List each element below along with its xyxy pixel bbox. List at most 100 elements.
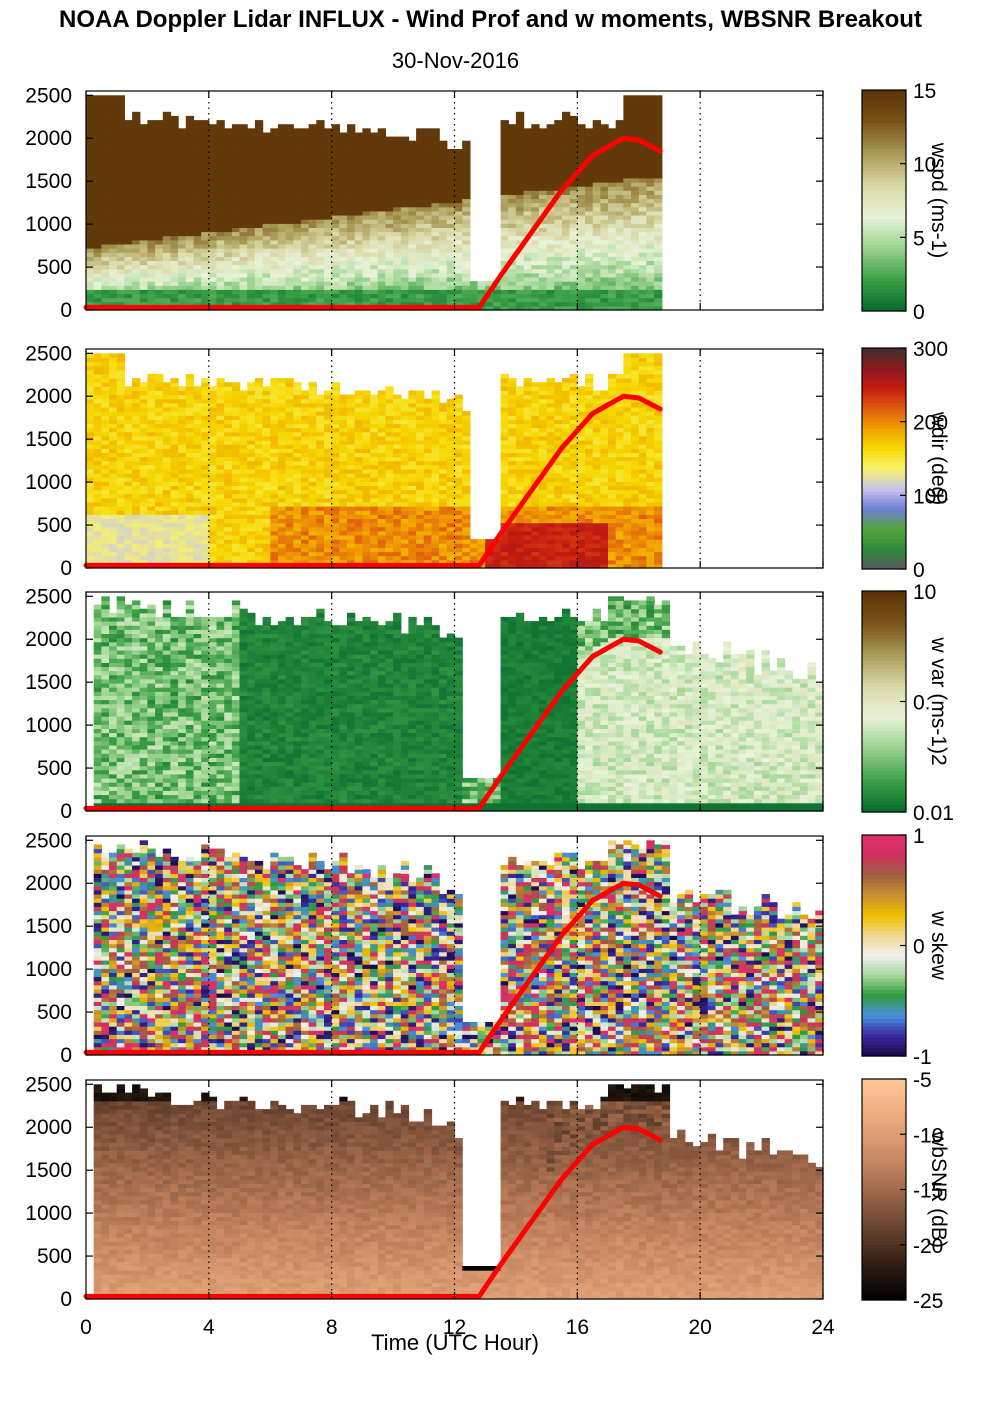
heatmap-cell (331, 497, 340, 503)
heatmap-cell (224, 293, 233, 299)
heatmap-cell (262, 136, 271, 142)
heatmap-cell (339, 289, 348, 295)
heatmap-cell (178, 293, 187, 299)
heatmap-cell (308, 382, 317, 387)
heatmap-cell (277, 186, 287, 191)
heatmap-cell (224, 510, 233, 515)
heatmap-cell (546, 132, 555, 138)
heatmap-cell (508, 281, 517, 286)
heatmap-cell (86, 535, 95, 540)
heatmap-cell (132, 206, 141, 212)
heatmap-cell (116, 493, 125, 499)
heatmap-cell (86, 468, 95, 474)
heatmap-cell (216, 285, 225, 290)
heatmap-cell (239, 559, 248, 565)
heatmap-cell (277, 485, 287, 491)
heatmap-cell (423, 223, 433, 228)
heatmap-cell (231, 485, 241, 491)
heatmap-cell (216, 382, 225, 387)
heatmap-cell (224, 301, 233, 307)
heatmap-cell (523, 149, 532, 154)
heatmap-cell (208, 464, 218, 470)
heatmap-cell (139, 522, 148, 528)
heatmap-cell (439, 194, 448, 200)
heatmap-cell (293, 501, 302, 507)
heatmap-cell (124, 124, 133, 129)
heatmap-cell (193, 268, 202, 274)
heatmap-cell (208, 460, 218, 466)
heatmap-cell (155, 468, 164, 474)
heatmap-cell (262, 506, 271, 511)
heatmap-cell (316, 182, 325, 187)
heatmap-cell (646, 268, 655, 274)
heatmap-cell (208, 157, 218, 162)
heatmap-cell (132, 555, 141, 561)
heatmap-cell (301, 235, 310, 241)
heatmap-cell (285, 173, 294, 179)
heatmap-cell (585, 173, 594, 179)
heatmap-cell (155, 427, 164, 433)
heatmap-cell (147, 243, 156, 249)
heatmap-cell (400, 272, 410, 278)
heatmap-cell (531, 235, 540, 241)
heatmap-cell (423, 169, 433, 175)
heatmap-cell (201, 456, 210, 462)
heatmap-cell (139, 264, 148, 270)
heatmap-cell (531, 157, 540, 162)
heatmap-cell (654, 107, 663, 113)
heatmap-cell (592, 210, 601, 216)
heatmap-cell (308, 277, 317, 282)
colorbar-segment (862, 160, 906, 165)
heatmap-cell (132, 543, 141, 548)
heatmap-cell (201, 427, 210, 433)
heatmap-cell (155, 386, 164, 391)
heatmap-cell (339, 149, 348, 154)
heatmap-cell (270, 260, 279, 266)
heatmap-cell (423, 198, 433, 204)
heatmap-cell (109, 153, 118, 158)
heatmap-cell (339, 210, 348, 216)
heatmap-cell (546, 289, 555, 295)
heatmap-cell (301, 153, 310, 158)
heatmap-cell (277, 407, 287, 412)
heatmap-cell (193, 128, 202, 133)
heatmap-cell (132, 281, 141, 286)
heatmap-cell (646, 194, 655, 200)
heatmap-cell (354, 555, 363, 561)
heatmap-cell (339, 136, 348, 142)
heatmap-cell (592, 285, 601, 290)
heatmap-cell (301, 194, 310, 200)
heatmap-cell (124, 268, 133, 274)
heatmap-cell (431, 260, 440, 266)
heatmap-cell (224, 477, 233, 482)
heatmap-cell (654, 120, 663, 125)
heatmap-cell (608, 243, 617, 249)
heatmap-cell (254, 169, 264, 175)
heatmap-cell (247, 157, 256, 162)
heatmap-cell (631, 120, 640, 125)
heatmap-cell (370, 239, 379, 245)
heatmap-cell (400, 149, 410, 154)
heatmap-cell (155, 526, 164, 532)
heatmap-cell (293, 481, 302, 486)
heatmap-cell (155, 301, 164, 307)
heatmap-cell (155, 444, 164, 449)
heatmap-cell (538, 260, 548, 266)
heatmap-cell (477, 281, 486, 286)
heatmap-cell (170, 419, 179, 425)
heatmap-cell (185, 210, 195, 216)
heatmap-cell (139, 215, 148, 220)
heatmap-cell (201, 526, 210, 532)
heatmap-cell (132, 468, 141, 474)
heatmap-cell (585, 215, 594, 220)
heatmap-cell (93, 99, 102, 105)
heatmap-cell (523, 264, 532, 270)
heatmap-cell (224, 539, 233, 544)
heatmap-cell (132, 186, 141, 191)
heatmap-cell (462, 165, 471, 171)
heatmap-cell (132, 301, 141, 307)
heatmap-cell (101, 289, 110, 295)
heatmap-cell (531, 301, 540, 307)
heatmap-cell (285, 415, 294, 420)
heatmap-cell (170, 510, 179, 515)
